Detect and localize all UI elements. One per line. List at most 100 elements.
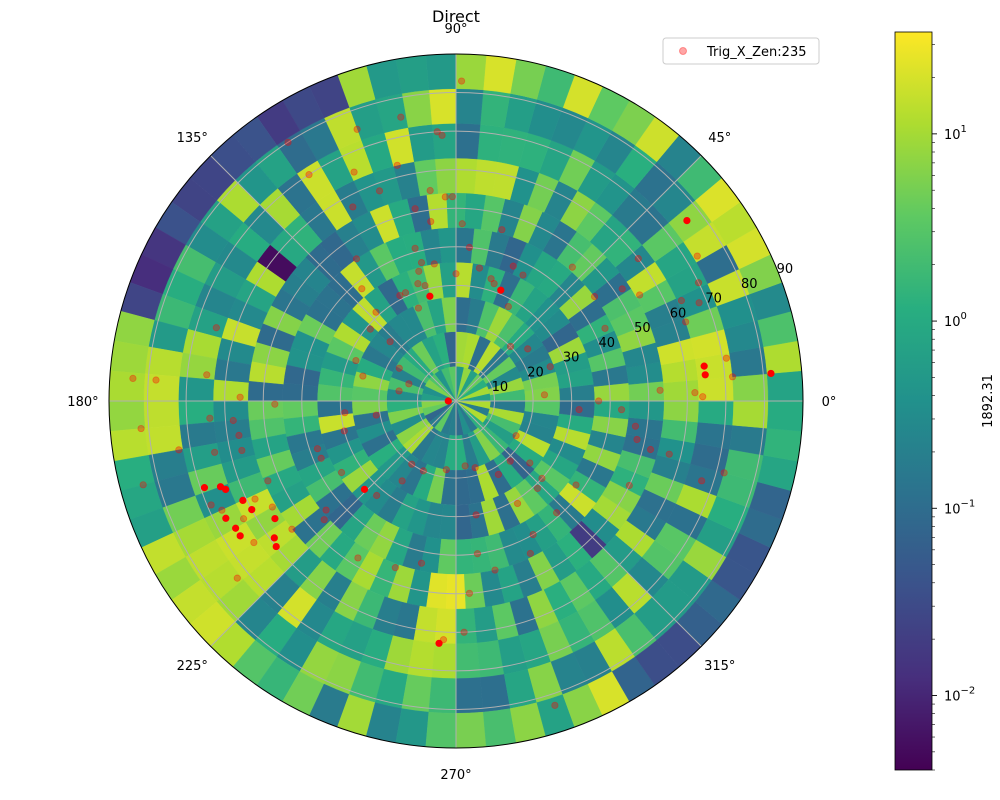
scatter-point — [235, 431, 243, 439]
angle-tick-label: 225° — [177, 659, 208, 674]
scatter-point — [239, 515, 248, 523]
angle-tick-label: 180° — [67, 395, 98, 410]
scatter-point — [419, 467, 428, 475]
angle-tick-label: 0° — [822, 395, 837, 410]
scatter-point — [340, 427, 348, 435]
scatter-point — [767, 369, 775, 378]
scatter-point — [568, 263, 576, 271]
scatter-point — [248, 506, 256, 514]
scatter-point — [575, 406, 583, 414]
heatmap-sector — [455, 677, 484, 714]
heatmap-sector — [143, 400, 180, 429]
scatter-point — [322, 506, 330, 514]
scatter-point — [386, 338, 394, 346]
legend-entry-label: Trig_X_Zen:235 — [706, 45, 806, 60]
scatter-point — [272, 542, 280, 551]
heatmap-sector — [455, 608, 478, 645]
scatter-point — [352, 356, 360, 365]
scatter-point — [526, 459, 534, 467]
radial-tick-label: 30 — [563, 351, 580, 366]
scatter-point — [540, 391, 549, 399]
scatter-point — [395, 364, 403, 372]
scatter-point — [414, 304, 423, 312]
scatter-point — [439, 636, 448, 644]
scatter-point — [414, 280, 422, 288]
scatter-point — [236, 532, 244, 540]
radial-tick-label: 90 — [777, 262, 794, 277]
scatter-point — [441, 193, 449, 201]
scatter-point — [699, 393, 707, 401]
angle-tick-labels: 0° 45° 90° 135° 180° 225° 270° 315° — [67, 22, 836, 783]
radial-tick-label: 60 — [670, 306, 687, 321]
scatter-point — [497, 286, 505, 294]
scatter-point — [372, 411, 380, 419]
heatmap-sector — [428, 88, 457, 125]
scatter-point — [625, 481, 633, 490]
outer-spine — [108, 53, 804, 749]
heatmap-sector — [455, 88, 484, 125]
scatter-point — [373, 491, 381, 500]
scatter-point — [683, 216, 691, 225]
scatter-point — [353, 125, 361, 133]
scatter-point — [458, 220, 466, 228]
scatter-point — [509, 262, 517, 270]
heatmap-sector — [628, 400, 665, 422]
scatter-point — [426, 186, 434, 195]
scatter-point — [491, 566, 499, 574]
colorbar-tick-label: 101 — [944, 124, 967, 143]
legend-marker-icon — [679, 47, 687, 55]
scatter-point — [352, 255, 361, 263]
scatter-point — [465, 243, 474, 251]
scatter-point — [415, 267, 423, 275]
scatter-point — [633, 435, 641, 444]
scatter-point — [320, 516, 328, 524]
scatter-point — [250, 538, 258, 547]
scatter-point — [448, 193, 457, 201]
scatter-point — [397, 113, 405, 121]
scatter-point — [553, 509, 561, 517]
scatter-point — [238, 446, 246, 455]
scatter-point — [375, 187, 384, 195]
scatter-point — [137, 424, 145, 433]
scatter-point — [617, 406, 626, 414]
scatter-point — [457, 77, 466, 85]
heatmap-sector — [425, 53, 457, 91]
heatmap-sectors — [108, 53, 804, 749]
scatter-point — [427, 217, 435, 226]
scatter-point — [438, 131, 446, 139]
legend[interactable]: Trig_X_Zen:235 — [662, 37, 820, 65]
scatter-point — [691, 389, 699, 397]
scatter-point — [408, 460, 416, 468]
radial-tick-label: 20 — [527, 365, 544, 380]
angular-gridline — [210, 155, 457, 402]
heatmap-sector — [455, 157, 478, 194]
scatter-point — [405, 380, 413, 388]
heatmap-sector — [434, 157, 457, 194]
scatter-point — [700, 362, 708, 370]
scatter-point — [506, 342, 515, 351]
angular-gridline — [210, 400, 457, 647]
scatter-point — [694, 279, 703, 287]
heatmap-sector — [431, 642, 457, 679]
scatter-point — [526, 549, 534, 558]
scatter-point — [216, 483, 225, 491]
scatter-point — [533, 484, 542, 493]
scatter-point — [391, 564, 399, 572]
scatter-point — [175, 446, 183, 454]
heatmap-sector — [395, 708, 429, 747]
scatter-point — [271, 514, 279, 523]
heatmap-sector — [732, 400, 769, 429]
scatter-point — [618, 285, 626, 293]
scatter-point — [677, 297, 686, 305]
heatmap-sector — [428, 677, 457, 714]
heatmap-sector — [766, 400, 804, 432]
scatter-point — [206, 414, 214, 422]
heatmap-sector — [455, 642, 481, 679]
colorbar-tick-label: 10−1 — [944, 498, 975, 517]
scatter-point — [487, 275, 495, 283]
scatter-point — [473, 550, 482, 558]
scatter-point — [494, 470, 503, 479]
scatter-point — [634, 254, 642, 263]
scatter-point — [401, 289, 410, 297]
